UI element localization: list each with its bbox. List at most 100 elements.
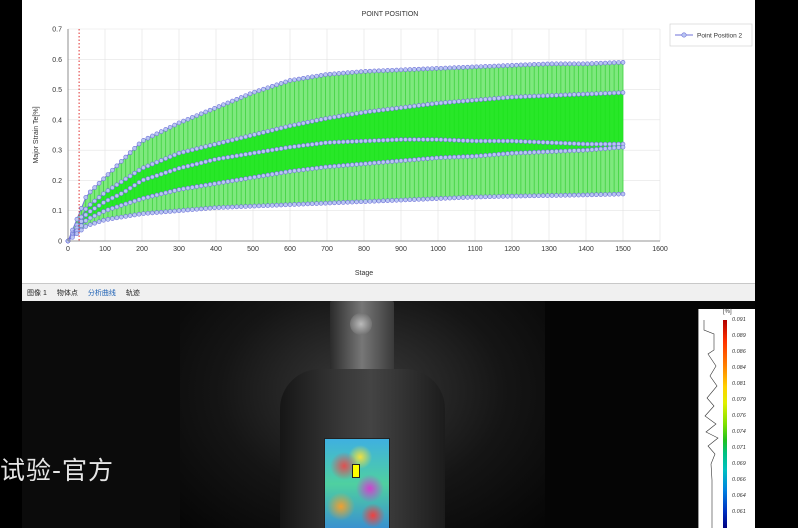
series-point — [114, 193, 120, 199]
series-point — [567, 192, 573, 198]
series-point — [74, 216, 80, 222]
series-point — [416, 197, 422, 202]
series-point — [380, 137, 386, 143]
series-point — [567, 141, 573, 146]
series-point — [580, 91, 586, 97]
series-point — [269, 147, 275, 153]
series-point — [358, 110, 364, 116]
series-point — [336, 163, 342, 169]
series-point — [176, 208, 182, 214]
series-point — [598, 192, 604, 197]
series-point — [496, 63, 501, 69]
series-point — [340, 200, 346, 205]
series-point — [216, 156, 222, 162]
series-point — [101, 191, 106, 197]
series-point — [451, 65, 457, 71]
series-point — [292, 77, 297, 83]
series-point — [101, 176, 106, 182]
series-point — [589, 147, 595, 152]
series-point — [92, 213, 97, 219]
series-point — [261, 86, 266, 92]
series-point — [616, 90, 621, 96]
series-point — [247, 91, 253, 97]
series-point — [585, 61, 590, 67]
series-point — [261, 203, 266, 209]
series-point — [145, 194, 151, 200]
series-point — [172, 208, 177, 214]
series-point — [527, 139, 533, 145]
series-point — [372, 160, 377, 166]
series-point — [611, 90, 617, 96]
series-point — [367, 109, 373, 114]
tab-analysis-curves[interactable]: 分析曲线 — [87, 289, 116, 297]
series-point — [83, 224, 89, 229]
series-point — [363, 69, 368, 74]
series-point — [554, 140, 559, 146]
series-point — [594, 91, 599, 96]
series-point — [101, 209, 106, 214]
series-point — [150, 133, 155, 139]
series-point — [505, 151, 510, 156]
series-point — [496, 194, 501, 199]
series-point — [256, 88, 262, 93]
series-point — [172, 122, 177, 128]
series-point — [150, 174, 155, 180]
series-point — [278, 125, 284, 131]
series-point — [500, 194, 506, 199]
series-point — [571, 92, 577, 97]
series-point — [434, 101, 439, 106]
point-marker[interactable] — [352, 464, 360, 478]
series-point — [243, 176, 248, 181]
series-point — [594, 192, 599, 198]
series-point — [123, 176, 129, 182]
grip-bolt — [350, 313, 372, 335]
strain-chart: 0 100 200 300 400 500 600 700 800 900 1000 1100 1200… — [33, 11, 753, 277]
series-point — [420, 156, 426, 162]
series-point — [491, 138, 497, 144]
series-point — [412, 137, 417, 142]
series-point — [123, 154, 129, 160]
series-point — [158, 129, 164, 134]
series-point — [185, 207, 191, 213]
series-point — [545, 93, 550, 98]
series-point — [576, 192, 581, 198]
series-point — [394, 67, 399, 73]
series-point — [531, 93, 537, 99]
series-point — [451, 137, 457, 143]
series-point — [167, 154, 173, 160]
series-point — [203, 109, 208, 115]
series-point — [301, 76, 306, 81]
series-point — [589, 61, 595, 66]
series-point — [425, 102, 430, 107]
series-point — [474, 153, 479, 159]
series-point — [420, 137, 426, 142]
series-point — [305, 75, 311, 80]
series-point — [190, 207, 195, 212]
series-point — [469, 64, 475, 70]
series-point — [523, 150, 528, 155]
series-point — [296, 201, 302, 207]
tab-trajectory[interactable]: 轨迹 — [125, 289, 140, 297]
series-point — [545, 61, 550, 67]
upper-grip — [330, 301, 394, 373]
series-point — [491, 63, 497, 69]
tab-image-1[interactable]: 图像 1 — [27, 289, 47, 297]
series-point — [229, 154, 235, 159]
x-tick-label: 400 — [210, 246, 222, 253]
series-point — [110, 205, 115, 211]
series-point — [292, 144, 297, 149]
series-point — [278, 146, 284, 151]
series-point — [594, 146, 599, 152]
tab-object-points[interactable]: 物体点 — [56, 289, 78, 297]
series-point — [158, 171, 164, 177]
x-tick-label: 0 — [66, 246, 70, 253]
series-point — [425, 137, 430, 142]
series-point — [358, 138, 364, 144]
series-point — [167, 168, 173, 174]
series-point — [309, 166, 315, 171]
series-point — [567, 92, 573, 98]
series-point — [114, 182, 120, 188]
series-point — [456, 195, 462, 201]
bottom-tab-bar: 图像 1 物体点 分析曲线 轨迹 — [22, 283, 755, 301]
series-point — [505, 138, 510, 144]
